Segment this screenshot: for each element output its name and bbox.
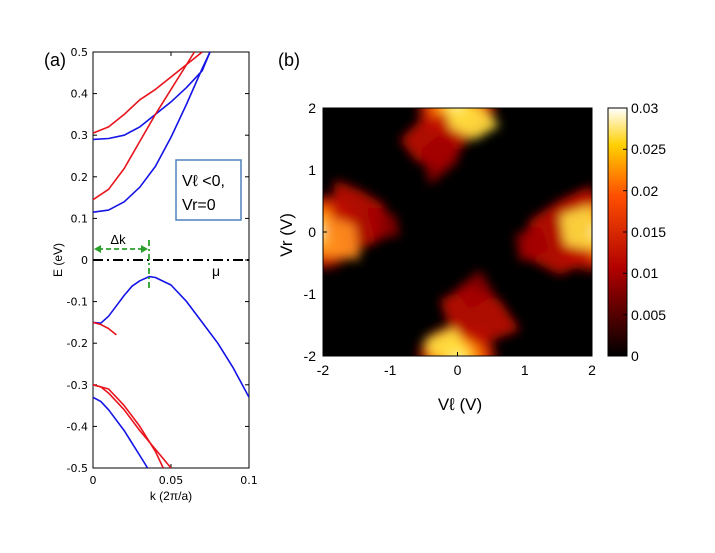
colorbar-tick-label: 0.025 <box>631 141 666 157</box>
heatmap-y-axis-label: Vr (V) <box>277 213 296 257</box>
y-tick-label: 0 <box>308 224 316 240</box>
band-line-red-lower-1 <box>93 321 117 336</box>
colorbar <box>607 107 628 357</box>
band-line-blue-upper-2 <box>93 52 211 213</box>
legend-line-1: Vℓ <0, <box>182 173 225 190</box>
panel-a-x-axis-label: k (2π/a) <box>150 489 192 503</box>
y-tick-label: -0.1 <box>67 296 88 309</box>
y-tick-label: -0.2 <box>67 337 88 350</box>
x-tick-label: 0.1 <box>240 474 258 487</box>
heatmap-x-ticks <box>389 352 526 356</box>
x-tick-label: -1 <box>384 362 397 378</box>
x-tick-label: 2 <box>588 362 596 378</box>
colorbar-tick-label: 0.005 <box>631 307 666 323</box>
heatmap-x-tick-labels: -2 -1 0 1 2 <box>317 362 596 378</box>
x-tick-label: 0.05 <box>159 474 184 487</box>
colorbar-tick-label: 0.02 <box>631 183 658 199</box>
y-tick-label: 0 <box>81 254 88 267</box>
colorbar-tick-label: 0.015 <box>631 224 666 240</box>
y-tick-label: 0.3 <box>71 129 89 142</box>
legend-line-2: Vr=0 <box>182 197 216 214</box>
panel-b-label: (b) <box>278 50 300 70</box>
delta-k-annotation <box>94 240 150 288</box>
heatmap-y-ticks <box>323 169 327 295</box>
y-tick-label: 0.4 <box>71 88 89 101</box>
y-tick-label: -0.3 <box>67 379 88 392</box>
colorbar-tick-label: 0.01 <box>631 265 658 281</box>
x-tick-label: -2 <box>317 362 330 378</box>
y-tick-label: 0.1 <box>71 212 89 225</box>
y-tick-label: 0.5 <box>71 46 89 59</box>
delta-k-label: Δk <box>110 232 126 247</box>
y-tick-label: 1 <box>308 162 316 178</box>
y-tick-label: -0.4 <box>67 420 88 433</box>
y-tick-label: -1 <box>304 286 317 302</box>
colorbar-tick-labels: 0.03 0.025 0.02 0.015 0.01 0.005 0 <box>631 100 666 364</box>
x-tick-label: 1 <box>521 362 529 378</box>
heatmap-plot <box>322 107 593 357</box>
mu-label: μ <box>212 263 220 279</box>
band-line-red-lower-3 <box>93 384 164 468</box>
band-line-red-upper-1 <box>93 52 203 134</box>
panel-a-label: (a) <box>44 50 66 70</box>
band-line-blue-valence <box>93 275 249 398</box>
heatmap-x-axis-label: Vℓ (V) <box>438 395 482 414</box>
x-tick-label: 0 <box>454 362 462 378</box>
band-line-blue-lower <box>93 396 149 468</box>
y-tick-label: 0.2 <box>71 171 89 184</box>
y-tick-label: 2 <box>308 100 316 116</box>
band-line-red-upper-2 <box>93 52 196 201</box>
colorbar-tick-label: 0.03 <box>631 100 658 116</box>
panel-a-band-lines <box>93 52 249 468</box>
heatmap-hot-regions <box>323 108 592 356</box>
panel-a-y-axis-label: E (eV) <box>51 243 65 277</box>
colorbar-tick-label: 0 <box>631 348 639 364</box>
panel-a-y-tick-labels: 0.5 0.4 0.3 0.2 0.1 0 -0.1 -0.2 -0.3 -0.… <box>67 46 88 475</box>
condition-legend-box: Vℓ <0, Vr=0 <box>175 159 242 221</box>
x-tick-label: 0 <box>90 474 97 487</box>
panel-a-x-tick-labels: 0 0.05 0.1 <box>90 474 258 487</box>
y-tick-label: -0.5 <box>67 462 88 475</box>
heatmap-y-tick-labels: 2 1 0 -1 -2 <box>304 100 317 364</box>
y-tick-label: -2 <box>304 348 317 364</box>
